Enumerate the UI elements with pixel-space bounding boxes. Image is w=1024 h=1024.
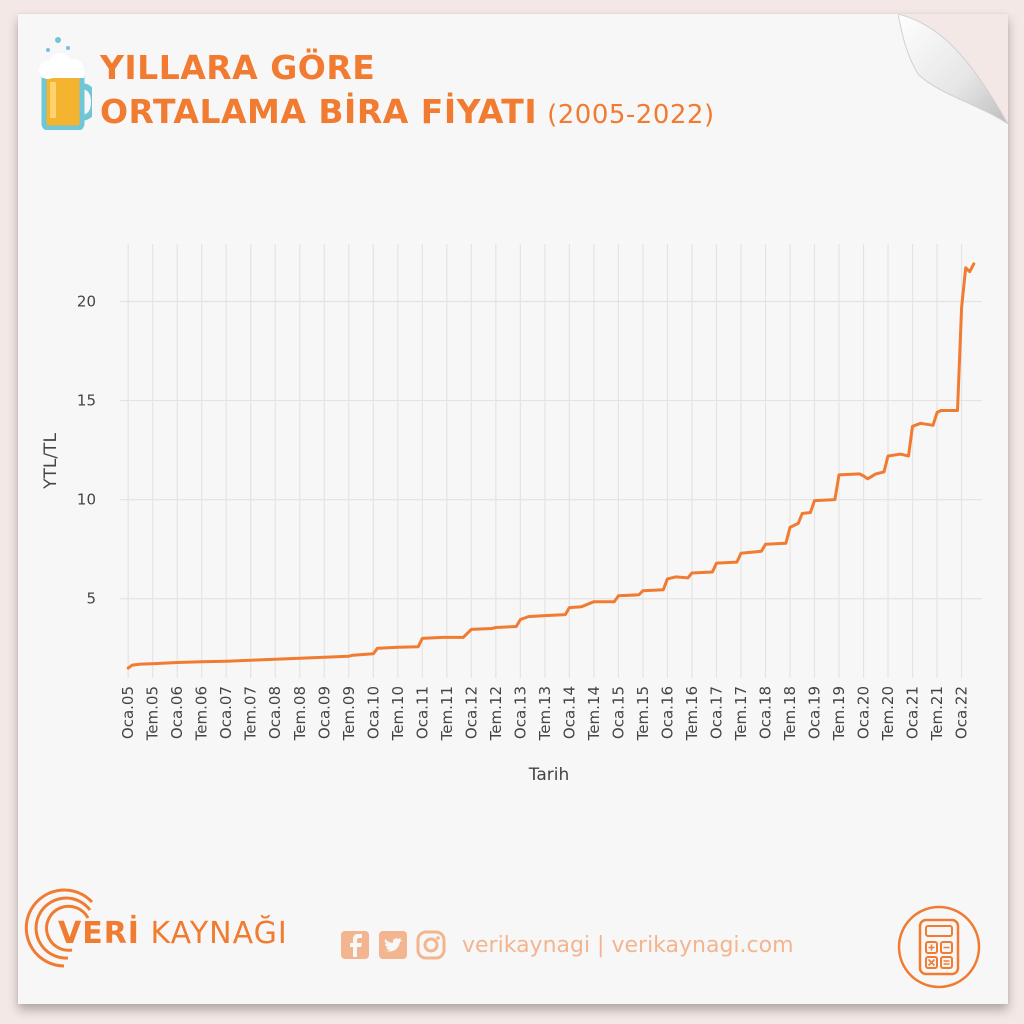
x-tick-label: Tem.19 (830, 686, 848, 741)
brand-bold: VERİ (58, 916, 140, 951)
x-tick-label: Oca.12 (462, 686, 480, 739)
title-line-2: ORTALAMA BİRA FİYATI (2005-2022) (100, 90, 715, 137)
x-tick-label: Tem.15 (634, 686, 652, 741)
y-tick-label: 20 (77, 292, 96, 310)
x-tick-label: Oca.20 (855, 686, 873, 739)
x-tick-label: Oca.06 (168, 686, 186, 739)
veri-kaynagi-logo-icon (24, 888, 94, 968)
x-tick-label: Oca.18 (756, 686, 774, 739)
x-tick-label: Tem.11 (438, 686, 456, 741)
x-tick-label: Oca.13 (511, 686, 529, 739)
x-tick-label: Tem.06 (193, 686, 211, 741)
x-tick-label: Tem.13 (536, 686, 554, 741)
x-tick-label: Oca.22 (953, 686, 971, 739)
y-axis-label: YTL/TL (41, 433, 61, 490)
x-tick-label: Oca.17 (707, 686, 725, 739)
infographic-sheet (18, 14, 1008, 1004)
y-tick-label: 5 (86, 590, 96, 608)
x-tick-label: Oca.14 (560, 686, 578, 739)
instagram-icon[interactable] (416, 930, 446, 960)
x-tick-label: Tem.17 (732, 686, 750, 741)
title-years: (2005-2022) (547, 100, 715, 130)
social-handles[interactable]: verikaynagi | verikaynagi.com (462, 932, 794, 958)
x-tick-label: Tem.12 (487, 686, 505, 741)
x-tick-label: Tem.18 (781, 686, 799, 741)
brand-name: VERİ KAYNAĞI (58, 916, 288, 951)
x-tick-label: Tem.14 (585, 686, 603, 741)
x-tick-label: Oca.21 (904, 686, 922, 739)
x-tick-label: Tem.16 (683, 686, 701, 741)
x-tick-label: Oca.05 (119, 686, 137, 739)
x-tick-label: Oca.16 (658, 686, 676, 739)
price-series-line (126, 262, 976, 670)
twitter-icon[interactable] (378, 930, 408, 960)
brand-rest: KAYNAĞI (139, 916, 288, 951)
x-tick-label: Tem.08 (291, 686, 309, 741)
x-tick-label: Tem.07 (242, 686, 260, 741)
x-tick-label: Tem.09 (340, 686, 358, 741)
x-tick-label: Tem.20 (879, 686, 897, 741)
x-axis-label: Tarih (528, 765, 569, 785)
x-tick-label: Tem.05 (144, 686, 162, 741)
beer-mug-icon (39, 37, 92, 130)
calculator-icon (897, 905, 981, 989)
x-tick-label: Oca.11 (413, 686, 431, 739)
title-main: ORTALAMA BİRA FİYATI (100, 92, 538, 131)
chart-title: YILLARA GÖRE ORTALAMA BİRA FİYATI (2005-2… (100, 46, 715, 137)
title-line-1: YILLARA GÖRE (100, 48, 376, 87)
x-tick-label: Oca.08 (266, 686, 284, 739)
x-tick-label: Oca.09 (315, 686, 333, 739)
x-tick-label: Oca.19 (806, 686, 824, 739)
x-tick-label: Oca.15 (609, 686, 627, 739)
y-tick-label: 10 (77, 491, 96, 509)
x-tick-label: Oca.10 (364, 686, 382, 739)
price-line-chart: Oca.05 Tem.05 Oca.06 Tem.06 Oca.07 Tem.07 Oca.… (41, 244, 982, 785)
social-links: verikaynagi | verikaynagi.com (340, 930, 794, 960)
y-tick-label: 15 (77, 392, 96, 410)
x-tick-label: Tem.21 (928, 686, 946, 741)
facebook-icon[interactable] (340, 930, 370, 960)
x-tick-label: Oca.07 (217, 686, 235, 739)
page-curl-icon (898, 14, 1008, 124)
x-tick-label: Tem.10 (389, 686, 407, 741)
